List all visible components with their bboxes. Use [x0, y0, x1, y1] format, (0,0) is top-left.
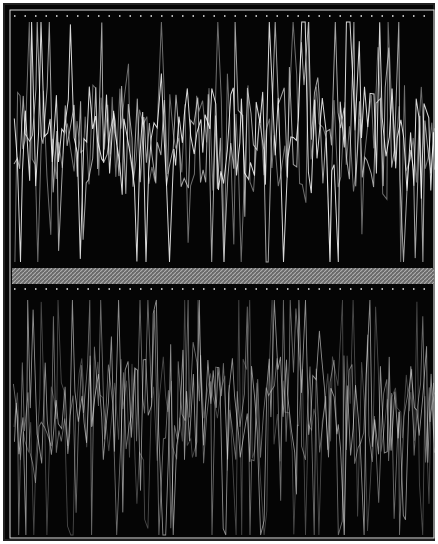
separator-band: [12, 268, 434, 284]
oscilloscope-photo: [0, 0, 438, 544]
page: (() => { const ns = 'http://www.w3.org/2…: [0, 0, 438, 544]
